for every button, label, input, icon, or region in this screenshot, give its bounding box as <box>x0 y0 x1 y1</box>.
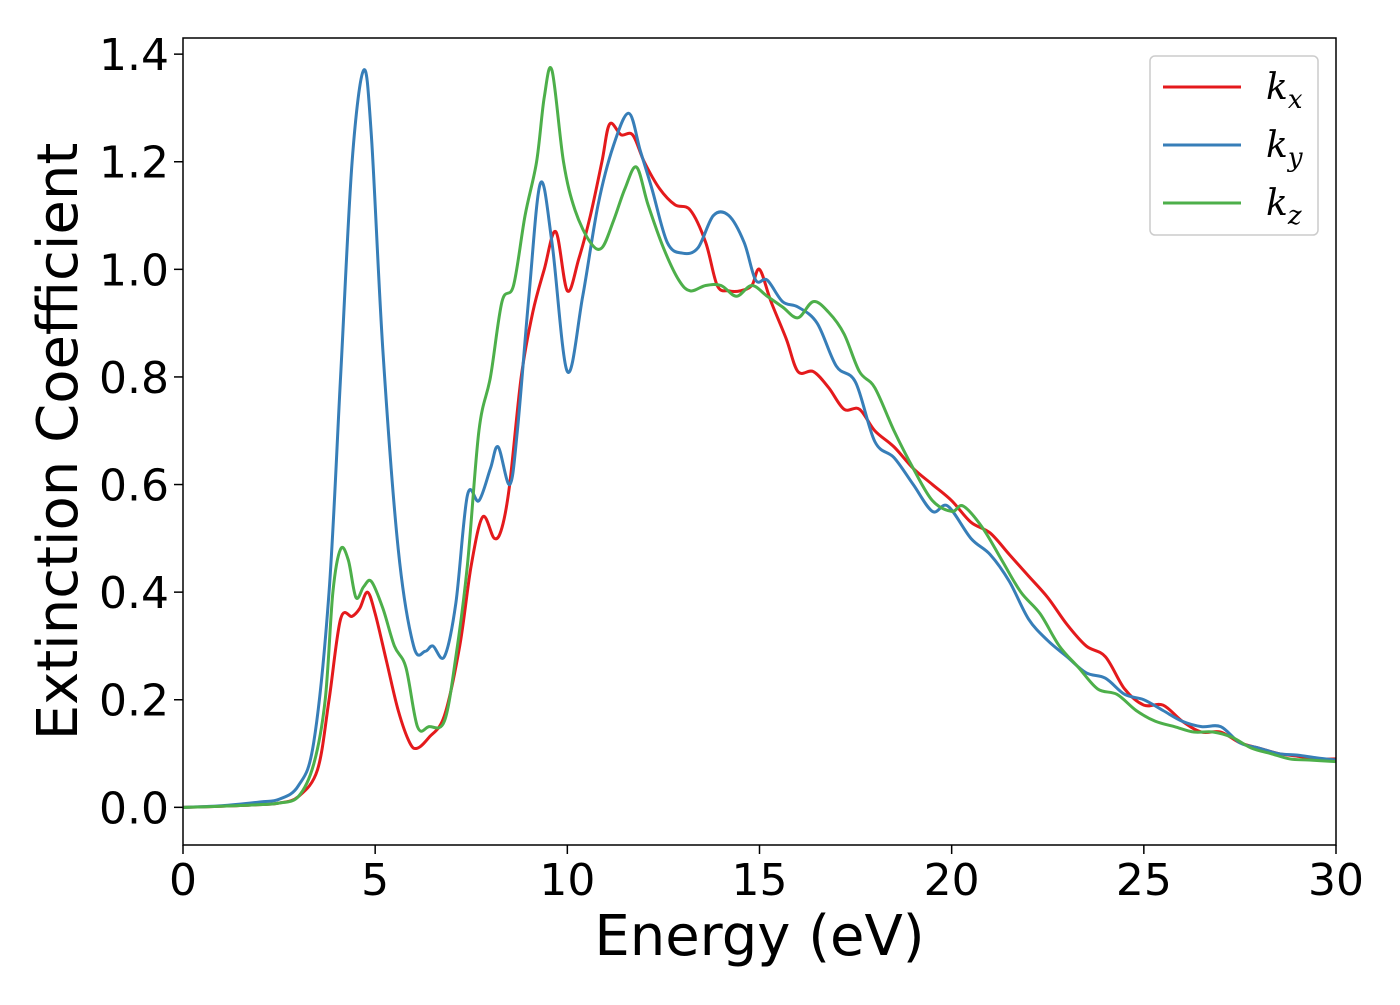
x-axis-title: Energy (eV) <box>594 904 924 969</box>
series-line-y <box>182 68 1337 809</box>
x-tick-label: 0 <box>169 855 197 906</box>
y-tick-label: 0.4 <box>99 568 169 619</box>
series-line-x <box>182 121 1337 809</box>
x-tick-label: 30 <box>1308 855 1364 906</box>
y-tick-label: 0.6 <box>99 461 169 512</box>
y-axis-title: Extinction Coefficient <box>26 143 91 741</box>
x-tick-label: 5 <box>361 855 389 906</box>
y-tick-label: 1.4 <box>99 30 169 81</box>
y-tick-label: 1.0 <box>99 245 169 296</box>
legend-label-z: kz <box>1266 183 1302 231</box>
x-tick-label: 10 <box>539 855 595 906</box>
legend: kx ky kz <box>1149 55 1319 236</box>
y-tick-label: 1.2 <box>99 138 169 189</box>
y-tick-label: 0.8 <box>99 353 169 404</box>
x-axis-ticks: 0 5 10 15 20 25 30 <box>169 845 1364 906</box>
series-layer <box>182 66 1337 809</box>
x-tick-label: 15 <box>732 855 788 906</box>
y-axis-ticks: 0.0 0.2 0.4 0.6 0.8 1.0 1.2 1.4 <box>99 30 183 834</box>
y-tick-label: 0.0 <box>99 783 169 834</box>
series-line-z <box>182 66 1337 809</box>
legend-label-x: kx <box>1266 67 1303 115</box>
y-tick-label: 0.2 <box>99 676 169 727</box>
x-tick-label: 20 <box>924 855 980 906</box>
legend-label-y: ky <box>1266 125 1303 173</box>
x-tick-label: 25 <box>1116 855 1172 906</box>
